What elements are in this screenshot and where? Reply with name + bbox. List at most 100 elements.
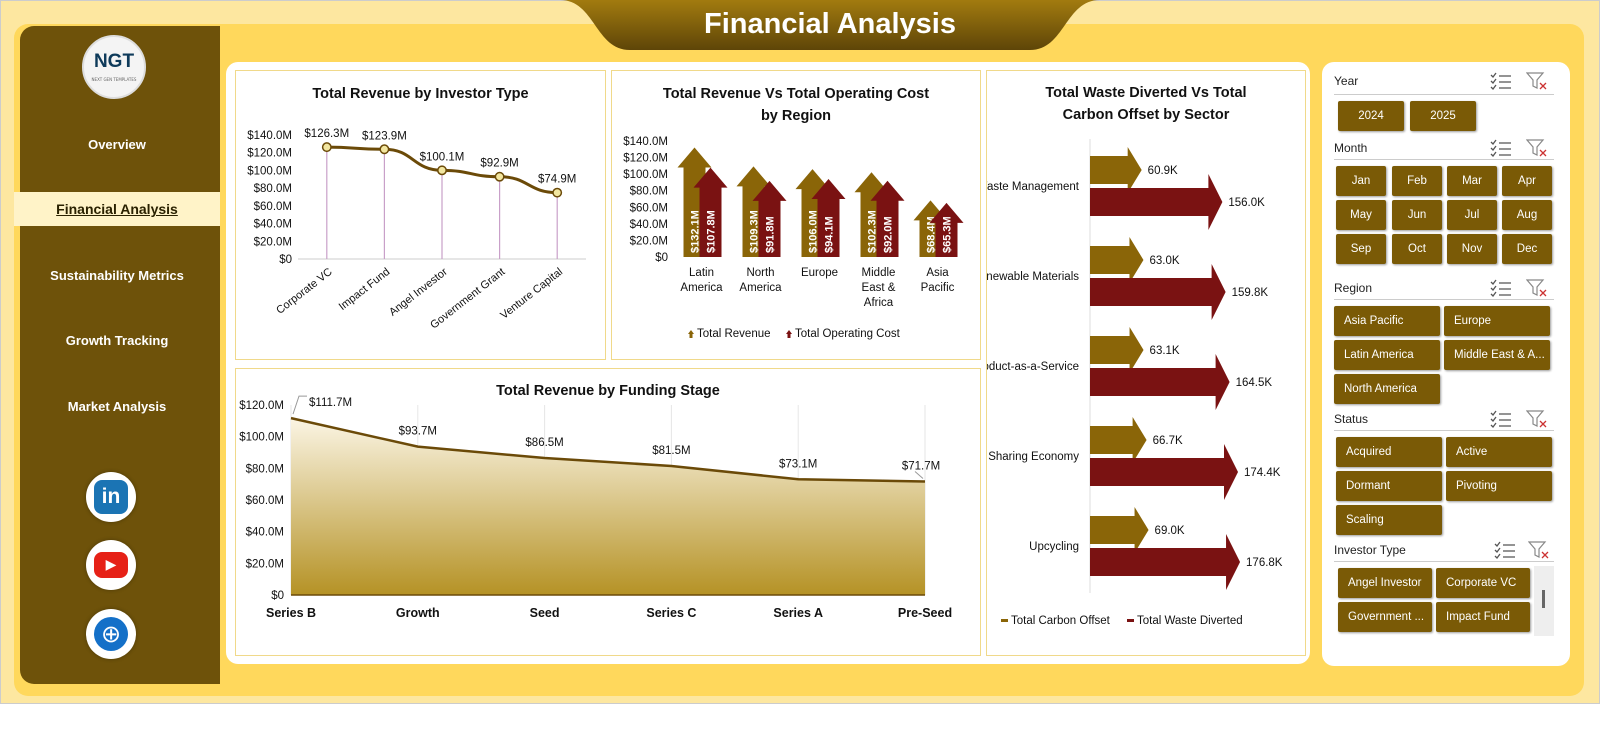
data-label: $100.1M [420, 151, 465, 163]
filter-region-middle-east-africa[interactable]: Middle East & A... [1444, 340, 1550, 370]
filter-month-jan[interactable]: Jan [1336, 166, 1386, 196]
y-tick-label: $80.0M [246, 463, 284, 475]
filter-status-active[interactable]: Active [1446, 437, 1552, 467]
filter-month-nov[interactable]: Nov [1447, 234, 1497, 264]
clear-filter-icon[interactable] [1526, 410, 1548, 428]
multi-select-icon[interactable] [1490, 410, 1512, 428]
filter-month-mar[interactable]: Mar [1447, 166, 1497, 196]
y-tick-label: Waste Management [987, 181, 1080, 193]
filter-month-jul[interactable]: Jul [1447, 200, 1497, 230]
nav-overview[interactable]: Overview [88, 137, 146, 152]
carbon-offset-bar [1090, 507, 1149, 553]
filter-region-europe[interactable]: Europe [1444, 306, 1550, 336]
filter-status-scaling[interactable]: Scaling [1336, 505, 1442, 535]
y-tick-label: $60.0M [254, 201, 292, 213]
chart-revenue-by-funding-stage: $120.0M $100.0M $80.0M $60.0M $40.0M $20.0M $0… [239, 395, 952, 620]
x-tick-label: Impact Fund [337, 266, 393, 313]
filter-status-pivoting[interactable]: Pivoting [1446, 471, 1552, 501]
cost-bar [693, 167, 728, 257]
filter-month-aug[interactable]: Aug [1502, 200, 1552, 230]
scrollbar-thumb[interactable] [1542, 590, 1545, 608]
series-line [290, 416, 926, 483]
multi-select-icon[interactable] [1490, 72, 1512, 90]
filter-year-2025[interactable]: 2025 [1410, 101, 1476, 131]
data-point [552, 187, 563, 198]
legend-icon [786, 330, 792, 338]
nav-market-analysis[interactable]: Market Analysis [67, 399, 167, 414]
filter-month-may[interactable]: May [1336, 200, 1386, 230]
filter-investor-angel[interactable]: Angel Investor [1338, 568, 1432, 598]
cost-bar [752, 180, 787, 257]
clear-filter-icon[interactable] [1526, 139, 1548, 157]
card-revenue-vs-cost-by-region: Total Revenue Vs Total Operating Cost by… [611, 70, 981, 360]
legend-icon [1127, 619, 1134, 622]
legend-label: Total Revenue [697, 328, 771, 340]
x-tick-label: Asia [926, 267, 949, 279]
filter-region-north-america[interactable]: North America [1334, 374, 1440, 404]
cost-bar [870, 180, 905, 257]
filter-month-feb[interactable]: Feb [1392, 166, 1442, 196]
filter-month-apr[interactable]: Apr [1502, 166, 1552, 196]
waste-diverted-bar [1090, 534, 1241, 590]
filter-investor-impact-fund[interactable]: Impact Fund [1436, 602, 1530, 632]
y-tick-label: $20.0M [246, 558, 284, 570]
data-label: $93.7M [399, 426, 437, 438]
waste-diverted-bar [1090, 264, 1226, 320]
y-tick-label: $140.0M [623, 136, 668, 148]
data-label: 69.0K [1155, 525, 1185, 537]
y-tick-label: $80.0M [254, 183, 292, 195]
cost-bar [929, 202, 964, 257]
nav-financial-analysis[interactable]: Financial Analysis [14, 192, 220, 226]
data-label: $109.3M [749, 210, 761, 253]
filter-status-acquired[interactable]: Acquired [1336, 437, 1442, 467]
filter-region-asia-pacific[interactable]: Asia Pacific [1334, 306, 1440, 336]
website-button[interactable]: ⊕ [86, 609, 136, 659]
x-tick-label: Growth [396, 606, 440, 620]
y-tick-label: $120.0M [247, 148, 292, 160]
data-point [321, 142, 332, 153]
data-label: $86.5M [525, 437, 563, 449]
data-label: $92.9M [480, 158, 518, 170]
y-tick-label: $100.0M [247, 165, 292, 177]
filter-month-jun[interactable]: Jun [1392, 200, 1442, 230]
filter-investor-government[interactable]: Government ... [1338, 602, 1432, 632]
y-tick-label: $120.0M [623, 153, 668, 165]
y-tick-label: $40.0M [630, 219, 668, 231]
clear-filter-icon[interactable] [1526, 72, 1548, 90]
y-tick-label: $20.0M [254, 236, 292, 248]
filter-status-dormant[interactable]: Dormant [1336, 471, 1442, 501]
filter-year-2024[interactable]: 2024 [1338, 101, 1404, 131]
filter-divider [1334, 561, 1554, 562]
filter-investor-corporate-vc[interactable]: Corporate VC [1436, 568, 1530, 598]
data-label: $65.3M [942, 216, 954, 253]
label-leader [292, 395, 307, 415]
clear-filter-icon[interactable] [1526, 279, 1548, 297]
x-tick-label: Corporate VC [274, 266, 334, 317]
nav-growth-tracking[interactable]: Growth Tracking [65, 333, 169, 348]
filter-panel: Year 2024 2025 Month Jan Feb Mar Apr May… [1322, 62, 1570, 666]
nav-sustainability-metrics[interactable]: Sustainability Metrics [50, 268, 184, 283]
filter-scrollbar[interactable] [1534, 566, 1554, 636]
page-title: Financial Analysis [704, 8, 956, 40]
multi-select-icon[interactable] [1490, 139, 1512, 157]
data-label: $132.1M [690, 210, 702, 253]
filter-region-latin-america[interactable]: Latin America [1334, 340, 1440, 370]
x-tick-label: America [739, 282, 782, 294]
linkedin-icon: in [94, 480, 128, 514]
data-label: 159.8K [1232, 287, 1269, 299]
filter-month-oct[interactable]: Oct [1392, 234, 1442, 264]
filter-month-sep[interactable]: Sep [1336, 234, 1386, 264]
youtube-button[interactable]: ▶ [86, 540, 136, 590]
filter-status-label: Status [1334, 412, 1369, 426]
x-tick-label: Series C [646, 606, 696, 620]
linkedin-glyph: in [101, 485, 121, 508]
y-tick-label: $100.0M [239, 432, 284, 444]
filter-month-dec[interactable]: Dec [1502, 234, 1552, 264]
data-point [437, 165, 447, 176]
multi-select-icon[interactable] [1494, 541, 1516, 559]
x-tick-label: Europe [801, 267, 838, 279]
multi-select-icon[interactable] [1490, 279, 1512, 297]
y-tick-label: $40.0M [246, 527, 284, 539]
linkedin-button[interactable]: in [86, 472, 136, 522]
clear-filter-icon[interactable] [1528, 541, 1550, 559]
